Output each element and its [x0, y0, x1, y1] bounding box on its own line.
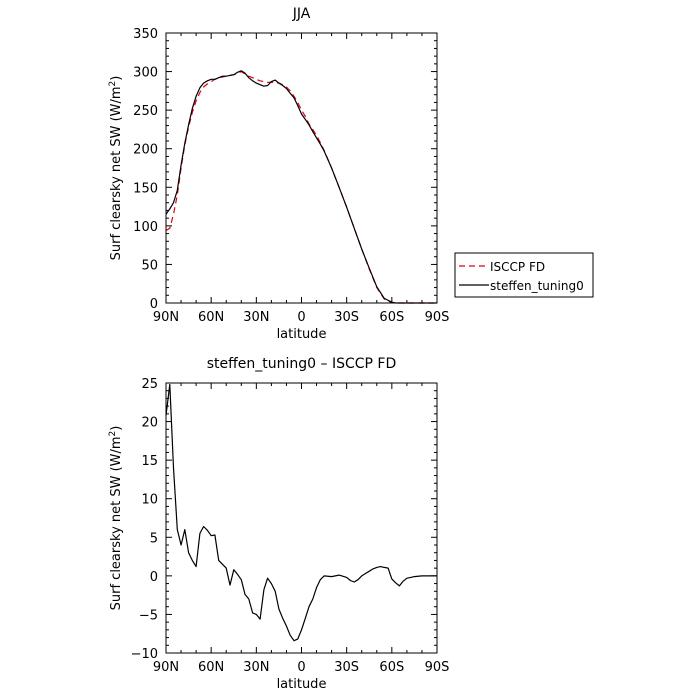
x-tick-label: 60N	[198, 660, 224, 675]
y-tick-label: 300	[133, 66, 158, 81]
series-line-difference	[165, 383, 437, 642]
x-tick-label: 90N	[153, 660, 179, 675]
y-tick-label: 100	[133, 220, 158, 235]
y-tick-label: 0	[150, 297, 158, 312]
x-tick-label: 90N	[153, 310, 179, 325]
chart-title: steffen_tuning0 – ISCCP FD	[207, 356, 397, 372]
y-tick-label: 25	[141, 377, 158, 392]
legend: ISCCP FD steffen_tuning0	[454, 252, 594, 298]
series-line-isccp-fd	[165, 70, 437, 304]
x-axis-label: latitude	[277, 677, 327, 692]
y-tick-label: 20	[141, 416, 158, 431]
chart-title: JJA	[292, 6, 311, 22]
x-tick-label: 30N	[243, 660, 269, 675]
x-tick-label: 60S	[379, 660, 404, 675]
y-tick-label: 350	[133, 27, 158, 42]
y-axis-label: Surf clearsky net SW (W/m2)	[108, 76, 124, 261]
bottom-panel: steffen_tuning0 – ISCCP FD 90N 60N 30N 0 30S 6…	[108, 356, 449, 692]
x-tick-label: 60S	[379, 310, 404, 325]
legend-box	[454, 252, 594, 298]
x-tick-label: 90S	[425, 310, 450, 325]
y-tick-label: 250	[133, 104, 158, 119]
y-tick-label: 10	[141, 493, 158, 508]
x-tick-label: 30S	[334, 660, 359, 675]
y-tick-label: 15	[141, 454, 158, 469]
y-tick-label: 150	[133, 181, 158, 196]
y-axis-label: Surf clearsky net SW (W/m2)	[108, 426, 124, 611]
x-tick-label: 0	[297, 310, 305, 325]
y-tick-label: 200	[133, 143, 158, 158]
plot-frame	[165, 32, 438, 304]
plot-frame	[165, 382, 438, 654]
x-axis-label: latitude	[277, 327, 327, 342]
x-tick-label: 90S	[425, 660, 450, 675]
x-tick-label: 30S	[334, 310, 359, 325]
x-tick-label: 60N	[198, 310, 224, 325]
y-tick-label: −5	[139, 608, 158, 623]
y-tick-label: 5	[150, 531, 158, 546]
legend-label: ISCCP FD	[490, 260, 545, 274]
series-line-steffen-tuning0	[165, 70, 437, 304]
legend-label: steffen_tuning0	[490, 279, 584, 293]
top-panel: JJA 90N 60N 30N 0 30S 60S 90S 0 50 100 150 200 250 300…	[108, 6, 449, 342]
y-tick-label: −10	[131, 647, 158, 662]
y-tick-label: 0	[150, 570, 158, 585]
x-tick-label: 0	[297, 660, 305, 675]
x-tick-label: 30N	[243, 310, 269, 325]
y-tick-label: 50	[141, 258, 158, 273]
